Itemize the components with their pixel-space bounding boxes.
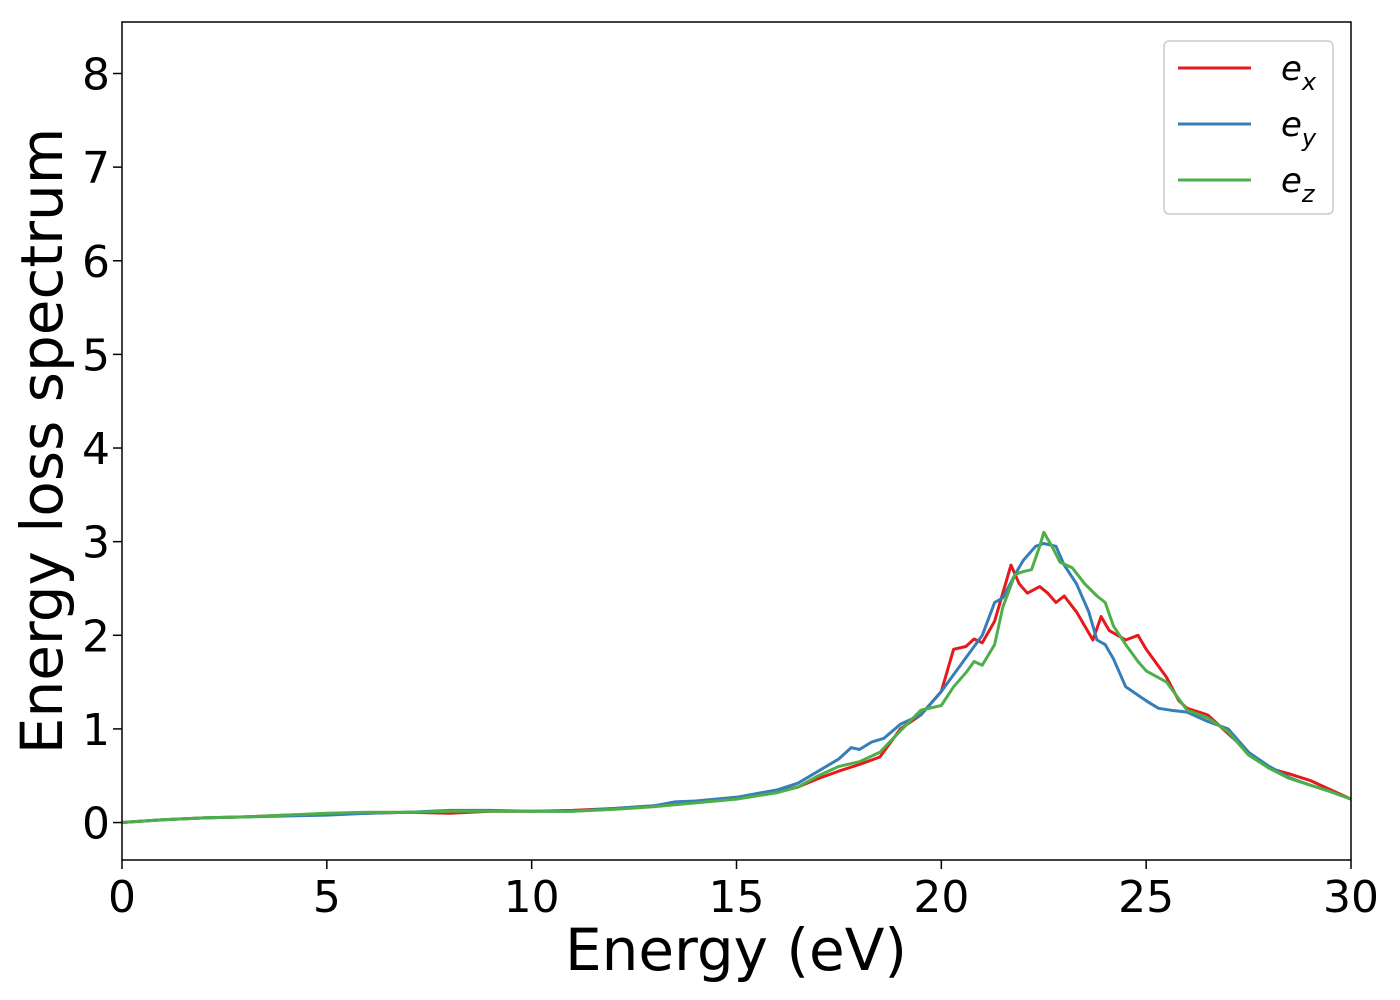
x-axis-ticks: 0 5 10 15 20 25 30	[108, 860, 1379, 923]
y-tick-label: 3	[82, 518, 110, 569]
series-line-z	[121, 530, 1352, 824]
y-tick-label: 7	[82, 143, 110, 194]
legend-label-base: e	[1281, 49, 1302, 89]
legend-label-z: ez	[1281, 161, 1316, 208]
legend-label-sub: y	[1301, 124, 1317, 152]
y-tick-label: 1	[82, 705, 110, 756]
x-axis-title: Energy (eV)	[565, 916, 907, 984]
legend-label-y: ey	[1281, 105, 1317, 152]
y-axis-ticks: 0 1 2 3 4 5 6 7 8	[82, 49, 122, 850]
x-tick-label: 15	[709, 872, 765, 923]
y-tick-label: 2	[82, 611, 110, 662]
series-line-x	[121, 563, 1352, 824]
x-tick-label: 5	[313, 872, 341, 923]
x-tick-label: 20	[913, 872, 969, 923]
y-tick-label: 0	[82, 799, 110, 850]
y-axis-title: Energy loss spectrum	[8, 128, 76, 754]
legend-label-sub: z	[1301, 180, 1316, 208]
legend-box	[1163, 40, 1334, 215]
x-tick-label: 0	[108, 872, 136, 923]
legend-label-x: ex	[1281, 49, 1317, 96]
y-tick-label: 4	[82, 424, 110, 475]
legend-label-base: e	[1281, 161, 1302, 201]
y-tick-label: 6	[82, 237, 110, 288]
x-tick-label: 30	[1323, 872, 1379, 923]
x-tick-label: 25	[1118, 872, 1174, 923]
legend-label-sub: x	[1301, 68, 1317, 96]
x-tick-label: 10	[504, 872, 560, 923]
series-lines	[121, 530, 1352, 824]
legend-label-base: e	[1281, 105, 1302, 145]
y-tick-label: 5	[82, 330, 110, 381]
y-tick-label: 8	[82, 49, 110, 100]
